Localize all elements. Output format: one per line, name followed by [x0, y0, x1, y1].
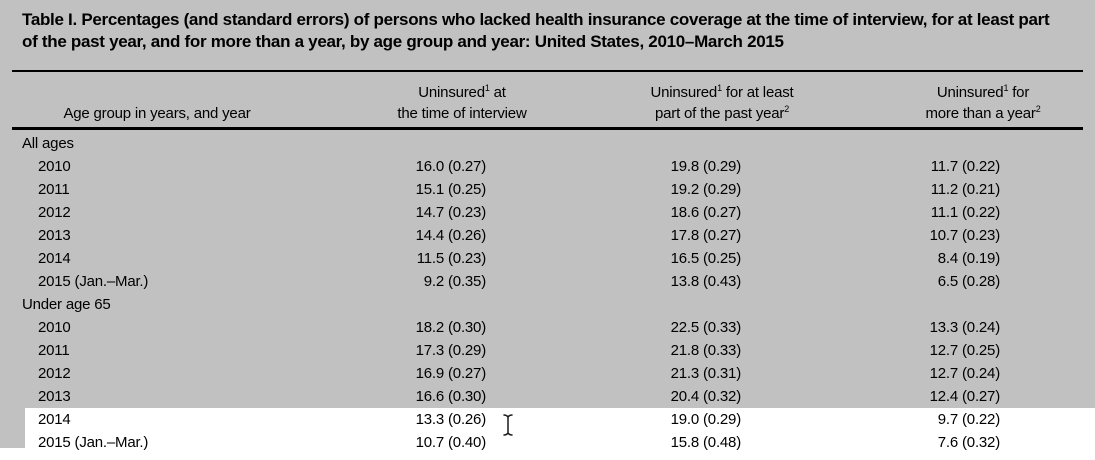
table-title-line2: of the past year, and for more than a ye… [22, 32, 784, 51]
table-body: All ages 2010 16.0 (0.27) 19.8 (0.29) 11… [12, 132, 1083, 454]
table-row: 2013 16.6 (0.30) 20.4 (0.32) 12.4 (0.27) [12, 385, 1083, 408]
table-header-rule [12, 127, 1083, 130]
table-row: 2011 15.1 (0.25) 19.2 (0.29) 11.2 (0.21) [12, 178, 1083, 201]
page-background-gray-band [0, 0, 1095, 408]
cell-uninsured-more-year: 11.7 (0.22) [930, 158, 1000, 175]
cell-uninsured-part-year: 19.0 (0.29) [670, 411, 742, 428]
cell-uninsured-interview: 16.6 (0.30) [415, 388, 487, 405]
table-title-line1: Table I. Percentages (and standard error… [22, 10, 1050, 29]
table-row-group-under-65: Under age 65 [12, 293, 1083, 316]
cell-uninsured-more-year: 9.7 (0.22) [937, 411, 1000, 428]
table-row: 2014 13.3 (0.26) 19.0 (0.29) 9.7 (0.22) [12, 408, 1083, 431]
cell-uninsured-interview: 9.2 (0.35) [423, 273, 486, 290]
table-title: Table I. Percentages (and standard error… [22, 9, 1082, 53]
row-label: 2015 (Jan.–Mar.) [38, 434, 149, 451]
cell-uninsured-more-year: 12.7 (0.24) [929, 365, 1001, 382]
header-text: part of the past year [654, 105, 785, 122]
cell-uninsured-interview: 16.9 (0.27) [415, 365, 487, 382]
table-row: 2014 11.5 (0.23) 16.5 (0.25) 8.4 (0.19) [12, 247, 1083, 270]
row-label: 2014 [38, 250, 71, 267]
table-row: 2015 (Jan.–Mar.) 9.2 (0.35) 13.8 (0.43) … [12, 270, 1083, 293]
row-label: Under age 65 [22, 296, 111, 313]
row-label: 2011 [38, 342, 70, 359]
cell-uninsured-interview: 10.7 (0.40) [415, 434, 487, 451]
cell-uninsured-part-year: 13.8 (0.43) [670, 273, 742, 290]
cell-uninsured-part-year: 19.2 (0.29) [670, 181, 742, 198]
text-cursor-ibeam-icon [503, 414, 513, 436]
cell-uninsured-more-year: 10.7 (0.23) [929, 227, 1001, 244]
row-label: 2012 [38, 365, 71, 382]
cell-uninsured-part-year: 21.3 (0.31) [670, 365, 742, 382]
header-text: for [1008, 84, 1030, 101]
cell-uninsured-interview: 18.2 (0.30) [415, 319, 487, 336]
table-row: 2012 16.9 (0.27) 21.3 (0.31) 12.7 (0.24) [12, 362, 1083, 385]
cell-uninsured-more-year: 11.1 (0.22) [930, 204, 1000, 221]
cell-uninsured-more-year: 12.4 (0.27) [929, 388, 1001, 405]
row-label: 2010 [38, 319, 71, 336]
cell-uninsured-interview [342, 293, 486, 316]
column-header-uninsured-interview: Uninsured1 at the time of interview [342, 82, 582, 124]
cell-uninsured-interview: 11.5 (0.23) [416, 250, 486, 267]
cell-uninsured-more-year: 6.5 (0.28) [937, 273, 1000, 290]
header-text: Uninsured [936, 84, 1004, 101]
cell-uninsured-more-year: 13.3 (0.24) [929, 319, 1001, 336]
cell-uninsured-interview [342, 132, 486, 155]
header-text: more than a year [925, 105, 1036, 122]
cell-uninsured-part-year: 21.8 (0.33) [670, 342, 742, 359]
cell-uninsured-part-year: 20.4 (0.32) [670, 388, 742, 405]
cell-uninsured-part-year: 22.5 (0.33) [670, 319, 742, 336]
cell-uninsured-interview: 14.7 (0.23) [415, 204, 487, 221]
header-text: Uninsured [650, 84, 718, 101]
footnote-marker-2: 2 [1035, 104, 1041, 114]
header-text: the time of interview [397, 105, 527, 122]
header-text: at [489, 84, 506, 101]
cell-uninsured-interview: 17.3 (0.29) [415, 342, 487, 359]
cell-uninsured-part-year: 15.8 (0.48) [670, 434, 742, 451]
row-label: 2015 (Jan.–Mar.) [38, 273, 149, 290]
cell-uninsured-interview: 15.1 (0.25) [415, 181, 487, 198]
row-label: All ages [22, 135, 74, 152]
cell-uninsured-interview: 13.3 (0.26) [415, 411, 487, 428]
header-text: for at least [721, 84, 794, 101]
page-background-gray-left-strip [0, 408, 25, 448]
cell-uninsured-more-year: 8.4 (0.19) [937, 250, 1000, 267]
cell-uninsured-part-year: 16.5 (0.25) [670, 250, 742, 267]
table-row-group-all-ages: All ages [12, 132, 1083, 155]
table-row: 2012 14.7 (0.23) 18.6 (0.27) 11.1 (0.22) [12, 201, 1083, 224]
row-label: 2014 [38, 411, 71, 428]
footnote-marker-1: 1 [1003, 83, 1009, 93]
cell-uninsured-more-year [741, 132, 1000, 155]
cell-uninsured-more-year: 12.7 (0.25) [929, 342, 1001, 359]
row-label: 2011 [38, 181, 70, 198]
cell-uninsured-interview: 14.4 (0.26) [415, 227, 487, 244]
footnote-marker-1: 1 [717, 83, 722, 93]
cell-uninsured-more-year: 7.6 (0.32) [937, 434, 1000, 451]
row-label: 2010 [38, 158, 71, 175]
cell-uninsured-part-year: 18.6 (0.27) [670, 204, 742, 221]
table-row: 2011 17.3 (0.29) 21.8 (0.33) 12.7 (0.25) [12, 339, 1083, 362]
table-row: 2010 16.0 (0.27) 19.8 (0.29) 11.7 (0.22) [12, 155, 1083, 178]
cell-uninsured-more-year [741, 293, 1000, 316]
cell-uninsured-part-year [486, 132, 741, 155]
footnote-marker-1: 1 [484, 83, 490, 93]
row-label: 2013 [38, 388, 71, 405]
column-header-uninsured-part-year: Uninsured1 for at least part of the past… [592, 82, 852, 124]
row-label: 2013 [38, 227, 71, 244]
column-header-uninsured-more-than-year: Uninsured1 for more than a year2 [863, 82, 1095, 124]
header-text: Uninsured [418, 84, 485, 101]
cell-uninsured-part-year: 19.8 (0.29) [670, 158, 742, 175]
cell-uninsured-more-year: 11.2 (0.21) [930, 181, 1000, 198]
table-row: 2015 (Jan.–Mar.) 10.7 (0.40) 15.8 (0.48)… [12, 431, 1083, 454]
row-label: 2012 [38, 204, 71, 221]
cell-uninsured-part-year: 17.8 (0.27) [670, 227, 742, 244]
column-header-age-group: Age group in years, and year [63, 105, 251, 122]
footnote-marker-2: 2 [784, 104, 790, 114]
table-top-rule [12, 70, 1083, 72]
table-row: 2013 14.4 (0.26) 17.8 (0.27) 10.7 (0.23) [12, 224, 1083, 247]
cell-uninsured-part-year [486, 293, 741, 316]
table-row: 2010 18.2 (0.30) 22.5 (0.33) 13.3 (0.24) [12, 316, 1083, 339]
cell-uninsured-interview: 16.0 (0.27) [415, 158, 487, 175]
